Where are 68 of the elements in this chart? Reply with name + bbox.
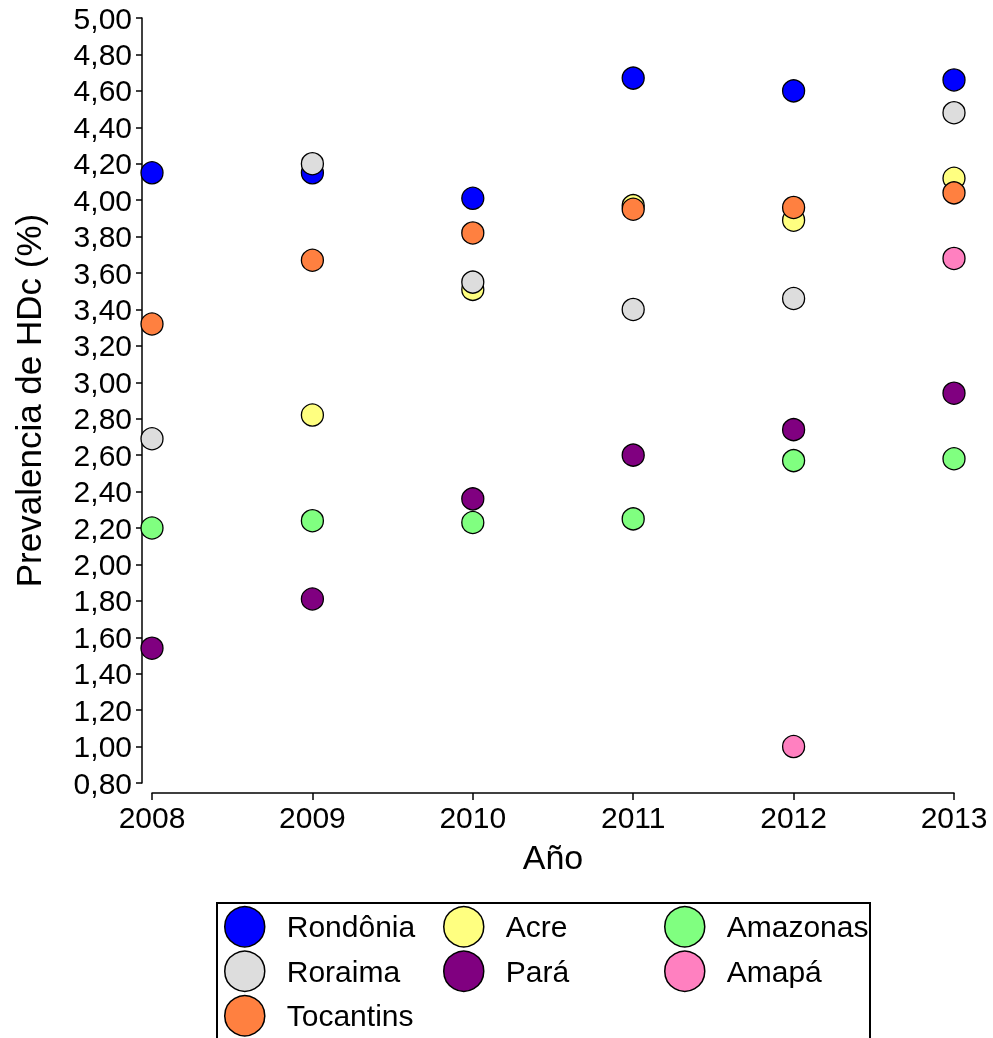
point [781,734,806,759]
point [461,221,485,245]
y-tick-label: 1,40 [73,657,132,691]
point [621,66,645,90]
point [621,507,645,531]
y-tick-label: 0,80 [73,766,132,800]
point [781,286,806,311]
x-tick-label: 2010 [439,800,507,834]
point [621,443,645,467]
point [942,381,966,405]
y-tick-label: 2,00 [73,547,132,581]
legend-label: Amapá [726,954,823,988]
point [461,186,485,210]
y-tick-label: 4,00 [73,183,132,217]
point [461,510,485,535]
point [781,418,806,442]
point [140,516,164,540]
point [942,181,966,205]
point [942,68,966,92]
y-tick-label: 1,60 [73,620,132,654]
legend-label: Acre [505,910,568,944]
y-tick-label: 2,60 [73,438,132,472]
y-axis-title: Prevalencia de HDc (%) [9,213,48,588]
y-tick-label: 3,00 [73,365,132,399]
point [140,161,164,185]
legend-label: Tocantins [286,999,414,1033]
x-tick-label: 2013 [920,800,988,834]
point [300,509,325,533]
point [942,246,966,271]
y-tick-label: 4,60 [73,74,132,108]
point [461,487,485,511]
x-tick-label: 2011 [600,800,666,834]
point [461,270,485,294]
y-tick-label: 4,80 [73,37,132,71]
y-tick-label: 2,80 [73,402,132,436]
x-tick-label: 2008 [118,800,186,834]
y-tick-label: 3,40 [73,292,132,326]
x-axis-title: Año [522,838,584,876]
point [781,79,806,103]
legend-label: Amazonas [726,910,869,944]
y-tick-label: 2,40 [73,475,132,509]
point [140,312,164,336]
y-tick-label: 1,00 [73,730,132,764]
y-tick-label: 3,20 [73,329,132,363]
x-tick-label: 2012 [760,800,827,834]
point [621,297,645,322]
point [781,448,806,473]
point [942,101,966,125]
legend-label: Rondônia [286,910,416,944]
x-tick-label: 2009 [279,800,346,834]
legend-label: Pará [505,954,570,988]
point [140,427,164,451]
y-tick-label: 4,40 [73,110,132,144]
y-tick-label: 1,20 [73,693,132,727]
y-tick-label: 3,60 [73,256,132,290]
point [300,248,325,272]
point [300,587,325,611]
point [300,403,325,427]
point [781,195,806,220]
y-tick-label: 3,80 [73,220,132,254]
point [300,152,325,176]
point [942,447,966,471]
y-tick-label: 5,00 [73,1,132,35]
legend-label: Roraima [286,954,401,988]
y-tick-label: 4,20 [73,147,132,181]
y-tick-label: 1,80 [73,584,132,618]
y-tick-label: 2,20 [73,511,132,545]
point [140,636,164,660]
